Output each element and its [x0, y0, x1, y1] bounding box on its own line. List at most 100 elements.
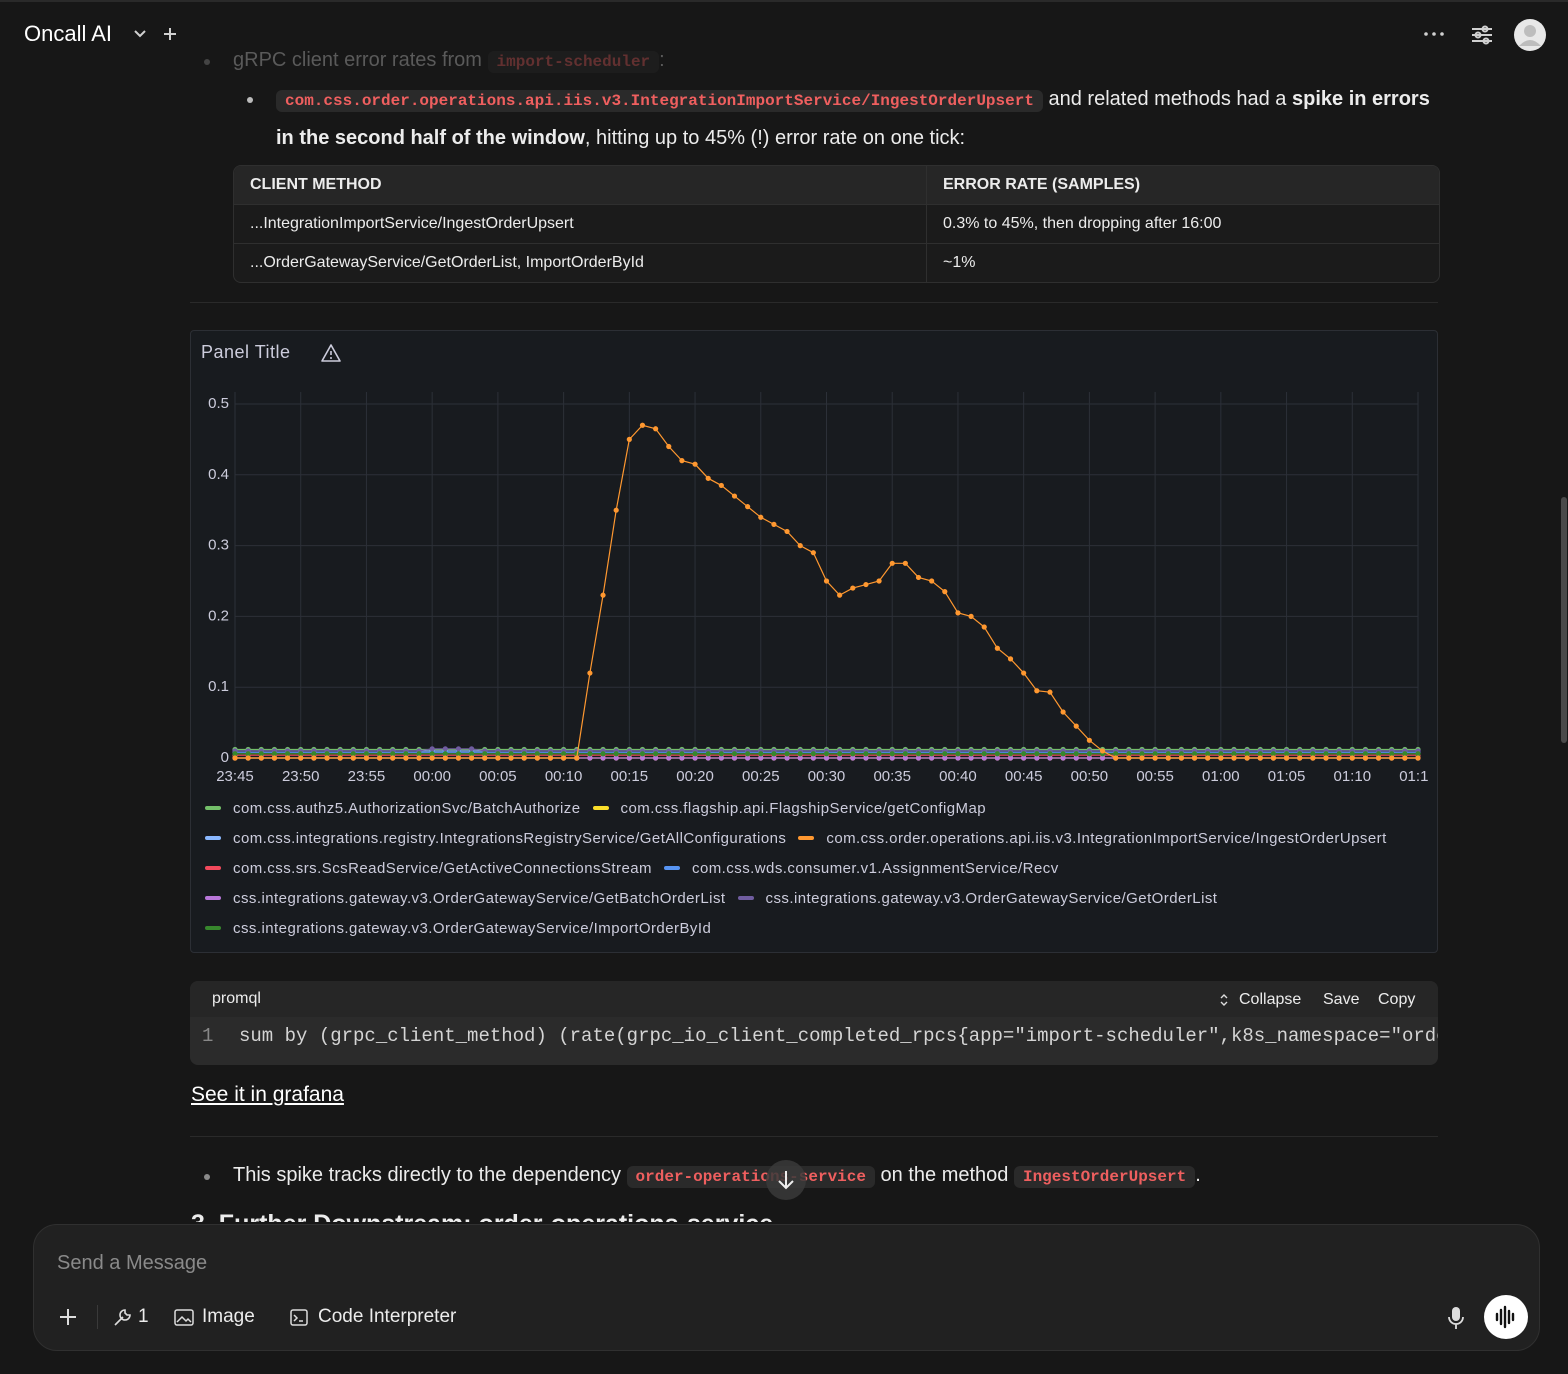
- data-point: [1099, 748, 1106, 754]
- data-point: [574, 755, 580, 761]
- data-point: [666, 755, 672, 761]
- more-icon[interactable]: [1423, 30, 1445, 38]
- new-chat-icon[interactable]: [163, 27, 177, 41]
- data-point: [613, 751, 619, 757]
- text: .: [1195, 1164, 1201, 1186]
- data-point: [929, 755, 935, 761]
- table-header: CLIENT METHOD ERROR RATE (SAMPLES): [234, 166, 1439, 205]
- data-point: [705, 755, 711, 761]
- legend-item[interactable]: css.integrations.gateway.v3.OrderGateway…: [737, 888, 1218, 908]
- scroll-down-button[interactable]: [766, 1160, 806, 1200]
- data-point: [1126, 755, 1132, 761]
- data-point: [1336, 755, 1342, 761]
- avatar[interactable]: [1514, 19, 1546, 51]
- legend-item[interactable]: css.integrations.gateway.v3.OrderGateway…: [205, 888, 726, 908]
- data-point: [534, 751, 540, 757]
- data-point: [810, 755, 816, 761]
- data-point: [942, 751, 948, 757]
- legend-item[interactable]: com.css.order.operations.api.iis.v3.Inte…: [798, 828, 1386, 848]
- inline-code: IngestOrderUpsert: [1013, 1166, 1196, 1188]
- app-title[interactable]: Oncall AI: [24, 21, 113, 46]
- data-point: [482, 755, 488, 761]
- image-icon[interactable]: [174, 1309, 194, 1326]
- data-point: [482, 751, 488, 757]
- data-point: [284, 751, 291, 757]
- data-point: [745, 755, 751, 761]
- data-point: [771, 755, 777, 761]
- legend-swatch: [205, 866, 221, 870]
- message-input[interactable]: Send a Message: [57, 1252, 208, 1274]
- legend-swatch: [205, 836, 221, 840]
- data-point: [1047, 751, 1053, 757]
- data-point: [363, 751, 370, 757]
- data-point: [508, 755, 514, 761]
- data-point: [915, 755, 922, 761]
- data-point: [245, 755, 251, 761]
- data-point: [626, 751, 632, 757]
- legend-item[interactable]: com.css.srs.ScsReadService/GetActiveConn…: [205, 858, 652, 878]
- data-point: [850, 751, 856, 757]
- data-point: [1178, 755, 1184, 761]
- data-point: [1310, 751, 1316, 757]
- data-point: [837, 755, 843, 761]
- mic-button[interactable]: [1446, 1305, 1466, 1331]
- collapse-icon[interactable]: [1220, 993, 1228, 1007]
- divider: [190, 1136, 1438, 1137]
- data-point: [863, 755, 869, 761]
- data-point: [600, 592, 606, 598]
- data-point: [994, 755, 1000, 761]
- data-point: [626, 755, 632, 761]
- add-button[interactable]: [59, 1308, 77, 1326]
- data-point: [495, 755, 501, 761]
- warning-icon[interactable]: [320, 343, 342, 363]
- data-point: [284, 755, 291, 761]
- x-tick-label: 01:15: [1399, 768, 1428, 785]
- separator: [97, 1305, 98, 1329]
- data-point: [902, 755, 908, 761]
- data-point: [390, 751, 396, 757]
- data-point: [1139, 751, 1145, 757]
- tools-icon[interactable]: [112, 1307, 134, 1327]
- settings-icon[interactable]: [1471, 25, 1493, 45]
- data-point: [429, 751, 435, 757]
- collapse-button[interactable]: Collapse: [1239, 991, 1302, 1008]
- data-point: [1244, 755, 1250, 761]
- table-row: ...IntegrationImportService/IngestOrderU…: [234, 204, 1439, 244]
- data-point: [718, 751, 724, 757]
- x-tick-label: 00:15: [611, 768, 649, 785]
- data-point: [1283, 755, 1290, 761]
- data-point: [955, 755, 961, 761]
- legend-item[interactable]: com.css.flagship.api.FlagshipService/get…: [592, 798, 987, 818]
- data-point: [547, 755, 554, 761]
- code-interpreter-button[interactable]: Code Interpreter: [318, 1306, 457, 1327]
- data-point: [692, 755, 698, 761]
- data-point: [797, 543, 803, 549]
- terminal-icon[interactable]: [290, 1309, 308, 1326]
- data-point: [416, 755, 422, 761]
- image-button[interactable]: Image: [202, 1306, 255, 1327]
- data-point: [955, 610, 961, 616]
- data-point: [915, 751, 922, 757]
- data-point: [1323, 751, 1329, 757]
- voice-button[interactable]: [1484, 1295, 1528, 1339]
- save-button[interactable]: Save: [1323, 991, 1360, 1008]
- legend-item[interactable]: com.css.wds.consumer.v1.AssignmentServic…: [664, 858, 1059, 878]
- grafana-link[interactable]: See it in grafana: [191, 1083, 344, 1106]
- data-point: [876, 755, 882, 761]
- series: [232, 422, 1421, 761]
- chevron-icon[interactable]: [133, 29, 147, 39]
- legend-item[interactable]: css.integrations.gateway.v3.OrderGateway…: [205, 918, 711, 938]
- legend-item[interactable]: com.css.integrations.registry.Integratio…: [205, 828, 786, 848]
- scrollbar[interactable]: [1561, 497, 1567, 743]
- inline-code: com.css.order.operations.api.iis.v3.Inte…: [276, 90, 1043, 112]
- inline-code: order-operations-service: [626, 1166, 875, 1188]
- legend-item[interactable]: com.css.authz5.AuthorizationSvc/BatchAut…: [205, 798, 581, 818]
- data-point: [390, 755, 396, 761]
- text: and related methods had a: [1048, 88, 1287, 110]
- tools-count[interactable]: 1: [138, 1306, 149, 1327]
- x-tick-label: 00:35: [873, 768, 911, 785]
- data-point: [1218, 755, 1224, 761]
- data-point: [495, 751, 501, 757]
- x-tick-label: 23:55: [348, 768, 386, 785]
- copy-button[interactable]: Copy: [1378, 991, 1416, 1008]
